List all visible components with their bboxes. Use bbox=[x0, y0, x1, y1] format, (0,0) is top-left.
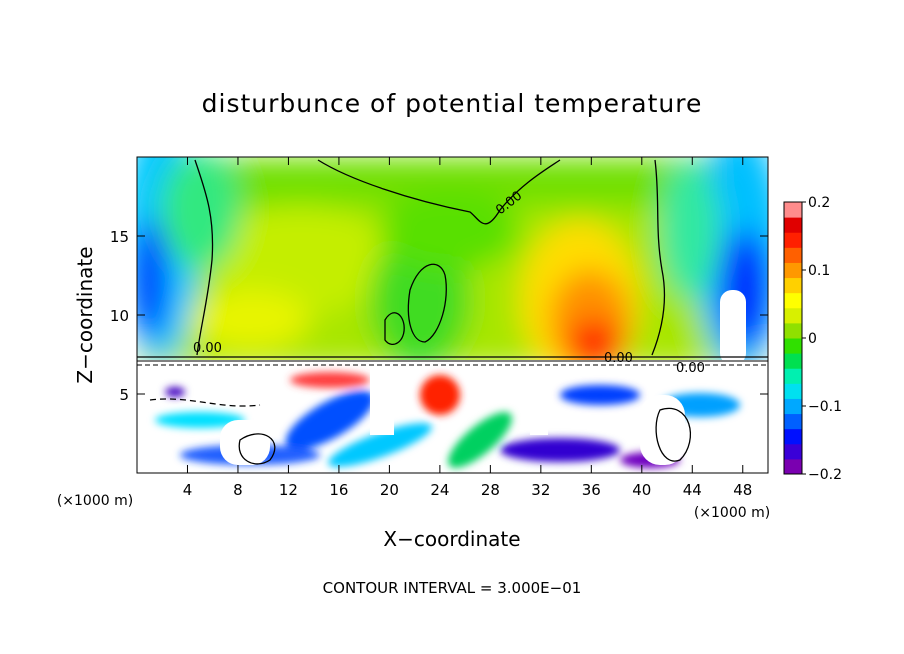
chart-title: disturbunce of potential temperature bbox=[202, 89, 703, 118]
colorbar-tick-label: 0.1 bbox=[808, 263, 830, 279]
colorbar-swatch bbox=[784, 413, 802, 430]
x-tick-label: 16 bbox=[329, 481, 348, 499]
x-tick-label: 44 bbox=[683, 481, 702, 499]
x-tick-label: 28 bbox=[481, 481, 500, 499]
colorbar-tick-label: 0 bbox=[808, 331, 817, 347]
colorbar-swatch bbox=[784, 232, 802, 248]
x-unit-right: (×1000 m) bbox=[694, 505, 770, 521]
colorbar-swatch bbox=[784, 443, 802, 460]
colorbar-swatch bbox=[784, 247, 802, 263]
contour-label: 0.00 bbox=[604, 351, 633, 366]
colorbar-swatch bbox=[784, 368, 802, 384]
colorbar-swatch bbox=[784, 292, 802, 309]
x-axis-label: X−coordinate bbox=[383, 527, 520, 551]
colorbar-swatch bbox=[784, 262, 802, 279]
contour-label: 0.00 bbox=[193, 341, 222, 356]
x-tick-label: 20 bbox=[380, 481, 399, 499]
colorbar-swatch bbox=[784, 398, 802, 415]
x-unit-left: (×1000 m) bbox=[57, 493, 133, 509]
x-tick-label: 36 bbox=[582, 481, 601, 499]
colorbar-swatch bbox=[784, 307, 802, 324]
contour-interval-note: CONTOUR INTERVAL = 3.000E−01 bbox=[323, 579, 582, 597]
colorbar-swatch bbox=[784, 202, 802, 218]
heatmap-field: 0.00 0.00 0.00 0.00 bbox=[137, 157, 768, 473]
y-axis: 5 10 15 bbox=[110, 228, 768, 404]
colorbar-swatch bbox=[784, 322, 802, 339]
colorbar-swatch bbox=[784, 277, 802, 294]
contour-label: 0.00 bbox=[676, 361, 705, 376]
colorbar-swatch bbox=[784, 458, 802, 475]
x-tick-label: 4 bbox=[183, 481, 193, 499]
colorbar-tick-label: −0.2 bbox=[808, 467, 842, 483]
y-tick-label: 10 bbox=[110, 307, 129, 325]
y-axis-label: Z−coordinate bbox=[73, 246, 97, 383]
upper-layer bbox=[137, 157, 768, 380]
x-tick-label: 24 bbox=[430, 481, 449, 499]
colorbar-swatch bbox=[784, 353, 802, 369]
colorbar-swatch bbox=[784, 217, 802, 233]
colorbar-tick-label: 0.2 bbox=[808, 195, 830, 211]
x-tick-label: 8 bbox=[233, 481, 243, 499]
x-tick-label: 40 bbox=[632, 481, 651, 499]
colorbar-swatch bbox=[784, 428, 802, 445]
y-tick-label: 5 bbox=[119, 386, 129, 404]
colorbar-tick-label: −0.1 bbox=[808, 399, 842, 415]
x-axis: 4 8 12 16 20 24 28 32 36 40 44 48 bbox=[183, 157, 752, 499]
y-tick-label: 15 bbox=[110, 228, 129, 246]
colorbar-swatch bbox=[784, 383, 802, 399]
colorbar: 0.2 0.1 0 −0.1 −0.2 bbox=[783, 195, 842, 483]
colorbar-swatch bbox=[784, 338, 802, 354]
contour-lines bbox=[149, 159, 692, 465]
x-tick-label: 32 bbox=[531, 481, 550, 499]
x-tick-label: 48 bbox=[733, 481, 752, 499]
x-tick-label: 12 bbox=[279, 481, 298, 499]
